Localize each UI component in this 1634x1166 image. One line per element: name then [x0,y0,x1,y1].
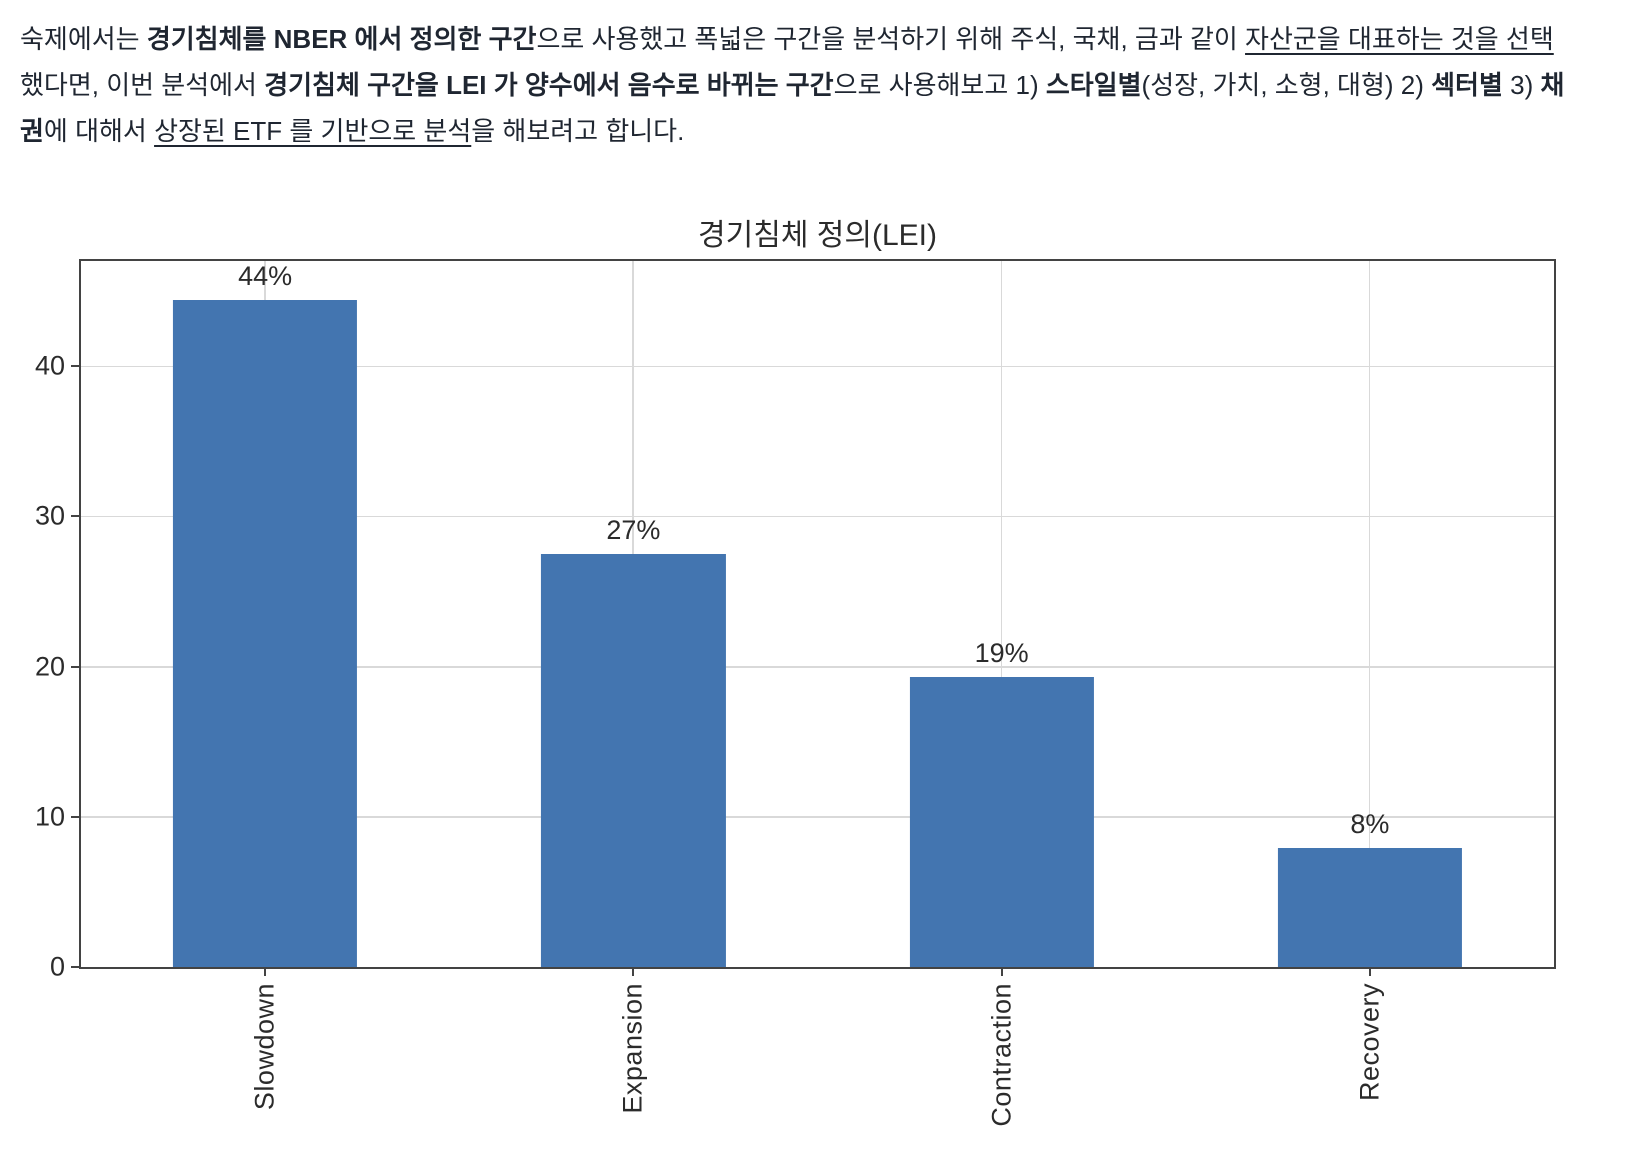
bar [909,677,1094,967]
x-tick-mark [632,968,635,976]
y-tick-mark [71,665,80,668]
y-tick-mark [71,966,80,968]
bar-value-label: 27% [606,514,661,545]
y-tick-label: 0 [49,951,65,982]
intro-text: 3) [1502,70,1541,100]
y-tick-mark [71,365,80,368]
y-tick-label: 30 [34,500,65,531]
bar-value-label: 19% [974,638,1029,669]
intro-text: 에 대해서 [43,116,155,146]
y-tick-label: 20 [34,651,65,682]
x-gridline [1000,261,1003,967]
y-gridline [81,515,1554,518]
intro-line: 권에 대해서 상장된 ETF 를 기반으로 분석을 해보려고 합니다. [20,108,1624,154]
x-tick-label: Recovery [1354,983,1385,1102]
intro-line: 했다면, 이번 분석에서 경기침체 구간을 LEI 가 양수에서 음수로 바뀌는… [20,62,1624,108]
x-tick-mark [1368,968,1371,976]
intro-text: 으로 사용해보고 1) [833,70,1046,100]
intro-bold-text: 경기침체를 NBER 에서 정의한 구간 [146,24,537,54]
x-tick-label: Contraction [986,983,1017,1127]
bar [173,300,358,967]
x-gridline [264,261,266,967]
x-gridline [632,261,634,967]
y-gridline [81,666,1554,668]
intro-underlined-text: 자산군을 대표하는 것을 선택 [1245,24,1554,54]
intro-bold-text: 스타일별 [1045,70,1142,100]
intro-underlined-text: 상장된 ETF 를 기반으로 분석 [154,116,472,146]
x-tick-label: Slowdown [249,983,280,1111]
y-tick-label: 40 [34,350,65,381]
intro-bold-text: 권 [20,116,44,146]
y-tick-label: 10 [34,801,65,832]
bar-value-label: 44% [238,261,293,292]
chart-title: 경기침체 정의(LEI) [698,219,937,252]
x-tick-label: Expansion [617,983,648,1114]
x-tick-mark [1000,968,1003,976]
intro-text: 숙제에서는 [20,24,147,54]
plot-area: 0 10 20 30 40 44% Slowdown 27% Expansion 19% Contr… [35,259,1556,1127]
intro-bold-text: 경기침체 구간을 LEI 가 양수에서 음수로 바뀌는 구간 [264,70,834,100]
intro-text: 했다면, 이번 분석에서 [20,70,265,100]
bar [541,553,726,967]
y-tick-mark [71,515,80,518]
x-gridline [1368,261,1371,967]
y-gridline [81,365,1554,368]
bar [1277,848,1462,967]
bar-value-label: 8% [1350,809,1390,840]
y-gridline [81,816,1554,818]
y-tick-mark [71,815,80,818]
intro-text: 으로 사용했고 폭넓은 구간을 분석하기 위해 주식, 국채, 금과 같이 [536,24,1246,54]
intro-bold-text: 섹터별 [1431,70,1503,100]
x-tick-mark [264,968,267,976]
intro-text: (성장, 가치, 소형, 대형) 2) [1141,70,1432,100]
intro-text: 을 해보려고 합니다. [471,116,685,146]
intro-bold-text: 채 [1540,70,1565,100]
intro-line: 숙제에서는 경기침체를 NBER 에서 정의한 구간으로 사용했고 폭넓은 구간… [20,16,1624,62]
intro-paragraph: 숙제에서는 경기침체를 NBER 에서 정의한 구간으로 사용했고 폭넓은 구간… [20,16,1624,154]
